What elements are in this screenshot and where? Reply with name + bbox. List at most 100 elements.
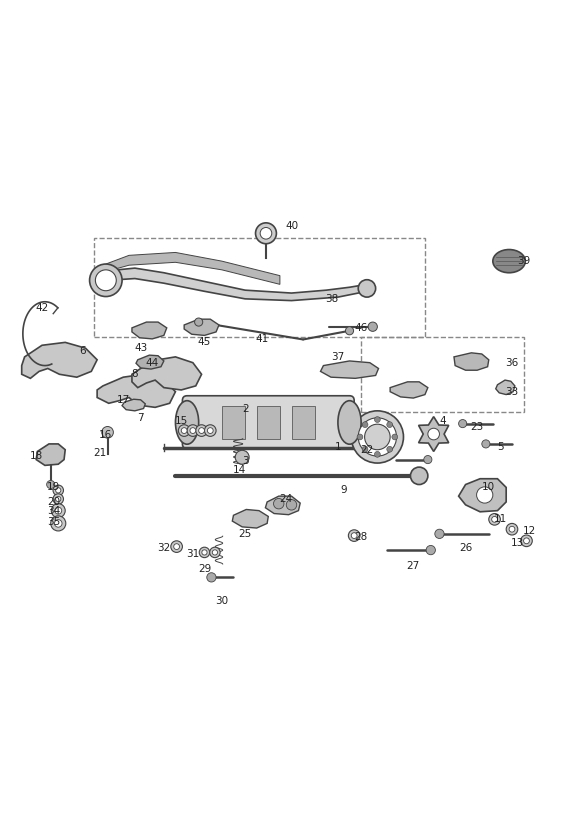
Circle shape xyxy=(190,428,196,433)
Bar xyxy=(94,238,425,336)
PathPatch shape xyxy=(132,357,202,390)
Circle shape xyxy=(260,227,272,239)
Circle shape xyxy=(178,424,190,437)
Ellipse shape xyxy=(338,400,361,444)
PathPatch shape xyxy=(459,479,506,512)
Circle shape xyxy=(195,318,203,326)
Circle shape xyxy=(196,424,208,437)
Circle shape xyxy=(374,417,380,423)
Circle shape xyxy=(368,322,377,331)
Text: 26: 26 xyxy=(459,543,472,554)
Text: 34: 34 xyxy=(47,506,60,516)
Circle shape xyxy=(255,222,276,244)
Circle shape xyxy=(96,269,116,291)
Circle shape xyxy=(362,447,368,452)
Text: 43: 43 xyxy=(134,343,147,353)
Circle shape xyxy=(235,450,249,464)
Text: 42: 42 xyxy=(36,302,48,312)
Circle shape xyxy=(55,488,61,493)
PathPatch shape xyxy=(184,319,219,335)
Text: 39: 39 xyxy=(517,256,530,266)
Text: 30: 30 xyxy=(215,596,229,606)
Text: 44: 44 xyxy=(146,358,159,368)
Text: 27: 27 xyxy=(407,561,420,571)
Circle shape xyxy=(387,447,392,452)
Circle shape xyxy=(349,530,360,541)
Circle shape xyxy=(357,434,363,440)
Text: 38: 38 xyxy=(325,294,339,304)
Text: 8: 8 xyxy=(132,369,138,379)
Circle shape xyxy=(187,424,199,437)
PathPatch shape xyxy=(132,322,167,339)
FancyBboxPatch shape xyxy=(182,396,354,448)
Text: 7: 7 xyxy=(138,413,144,423)
PathPatch shape xyxy=(419,417,449,452)
Circle shape xyxy=(51,503,65,517)
Text: 46: 46 xyxy=(354,323,368,333)
Circle shape xyxy=(362,422,368,428)
Circle shape xyxy=(181,428,187,433)
Circle shape xyxy=(459,419,467,428)
Text: 36: 36 xyxy=(505,358,519,368)
Text: 9: 9 xyxy=(340,485,347,495)
Circle shape xyxy=(358,279,375,297)
Circle shape xyxy=(521,535,532,546)
Text: 12: 12 xyxy=(523,526,536,536)
PathPatch shape xyxy=(106,252,280,284)
Circle shape xyxy=(286,499,297,510)
Text: 2: 2 xyxy=(242,404,248,414)
Circle shape xyxy=(273,499,284,509)
Bar xyxy=(257,405,280,439)
PathPatch shape xyxy=(321,361,378,378)
Circle shape xyxy=(171,541,182,552)
Circle shape xyxy=(424,456,432,464)
Text: 29: 29 xyxy=(198,564,211,574)
Text: 11: 11 xyxy=(494,514,507,524)
Circle shape xyxy=(55,496,61,502)
PathPatch shape xyxy=(122,400,145,411)
Bar xyxy=(361,336,524,412)
Text: 28: 28 xyxy=(354,531,368,541)
Circle shape xyxy=(491,517,497,522)
Circle shape xyxy=(90,264,122,297)
Circle shape xyxy=(53,494,64,504)
Text: 5: 5 xyxy=(497,442,504,452)
Text: 25: 25 xyxy=(238,529,252,539)
Text: 22: 22 xyxy=(360,445,374,455)
Circle shape xyxy=(210,547,220,558)
Text: 19: 19 xyxy=(47,482,60,493)
Circle shape xyxy=(410,467,428,485)
Circle shape xyxy=(174,544,180,550)
PathPatch shape xyxy=(232,509,268,528)
Circle shape xyxy=(205,424,216,437)
Ellipse shape xyxy=(175,400,199,444)
Text: 33: 33 xyxy=(505,386,519,396)
Text: 21: 21 xyxy=(93,447,107,457)
Text: 23: 23 xyxy=(470,422,484,432)
Text: 4: 4 xyxy=(439,415,445,426)
Text: 24: 24 xyxy=(279,494,292,504)
PathPatch shape xyxy=(97,374,175,407)
Text: 20: 20 xyxy=(47,497,60,507)
Circle shape xyxy=(51,516,66,531)
Text: 18: 18 xyxy=(30,451,43,461)
Circle shape xyxy=(509,527,515,532)
Circle shape xyxy=(364,424,390,450)
Circle shape xyxy=(207,573,216,582)
Text: 14: 14 xyxy=(233,465,246,475)
PathPatch shape xyxy=(496,380,515,395)
Circle shape xyxy=(346,326,353,335)
PathPatch shape xyxy=(390,382,428,398)
Text: 40: 40 xyxy=(285,222,298,232)
Text: 3: 3 xyxy=(242,456,248,466)
Circle shape xyxy=(524,538,529,544)
Text: 15: 15 xyxy=(175,415,188,426)
Circle shape xyxy=(489,513,500,525)
Circle shape xyxy=(54,520,62,527)
Circle shape xyxy=(55,507,62,514)
Text: 41: 41 xyxy=(256,335,269,344)
Circle shape xyxy=(212,550,217,555)
Circle shape xyxy=(352,532,357,539)
PathPatch shape xyxy=(22,343,97,378)
Text: 31: 31 xyxy=(186,549,199,559)
